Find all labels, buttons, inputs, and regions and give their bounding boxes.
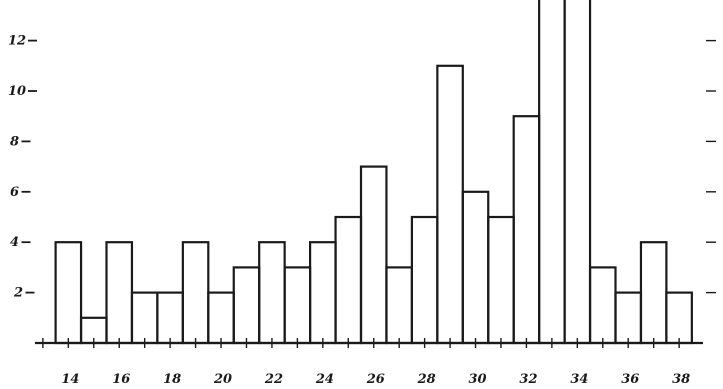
- histogram-bar-19: [512, 115, 541, 345]
- histogram-bar-8: [232, 266, 261, 345]
- histogram-bar-15: [410, 215, 439, 345]
- x-tick-label-36: 36: [621, 372, 639, 387]
- y-tick-label-10: 10: [8, 84, 26, 99]
- y-tick-label-6: 6: [10, 185, 19, 200]
- histogram-bar-10: [283, 266, 312, 345]
- histogram-bar-3: [105, 241, 134, 345]
- x-tick-label-34: 34: [570, 372, 588, 387]
- y-tick-label-8: 8: [10, 134, 19, 149]
- histogram-bar-1: [54, 241, 83, 345]
- x-tick-label-22: 22: [264, 372, 283, 387]
- histogram-bar-6: [181, 241, 210, 345]
- histogram-bar-4: [130, 291, 159, 345]
- histogram-bar-11: [309, 241, 337, 345]
- histogram-bars: [54, 0, 693, 345]
- x-tick-label-26: 26: [366, 372, 385, 387]
- histogram-bar-18: [487, 215, 515, 345]
- histogram-bar-9: [258, 241, 286, 345]
- histogram-bar-12: [334, 215, 363, 345]
- histogram-bar-23: [614, 291, 643, 345]
- histogram-bar-20: [538, 0, 566, 345]
- x-tick-label-30: 30: [469, 372, 487, 387]
- y-tick-label-4: 4: [10, 235, 19, 250]
- y-tick-label-12: 12: [8, 34, 26, 49]
- histogram-bar-13: [359, 165, 388, 345]
- x-tick-label-16: 16: [112, 372, 130, 387]
- histogram-bar-22: [588, 266, 617, 345]
- histogram-bar-7: [207, 291, 235, 345]
- y-tick-label-2: 2: [13, 286, 23, 301]
- histogram-bar-16: [436, 64, 464, 345]
- x-tick-label-28: 28: [417, 372, 436, 387]
- x-tick-label-14: 14: [61, 372, 79, 387]
- histogram-bar-14: [385, 266, 414, 345]
- histogram-bar-5: [156, 291, 184, 345]
- histogram-bar-24: [639, 241, 668, 345]
- axes: [21, 39, 716, 348]
- x-tick-label-38: 38: [672, 372, 690, 387]
- x-tick-label-24: 24: [315, 372, 334, 387]
- tick-labels: 246810121414161820222426283032343638: [8, 34, 690, 387]
- x-tick-label-20: 20: [213, 372, 232, 387]
- histogram-bar-25: [665, 291, 693, 345]
- histogram-bar-17: [461, 190, 490, 345]
- x-tick-label-32: 32: [519, 372, 537, 387]
- x-tick-label-18: 18: [163, 372, 181, 387]
- histogram-bar-21: [563, 0, 592, 345]
